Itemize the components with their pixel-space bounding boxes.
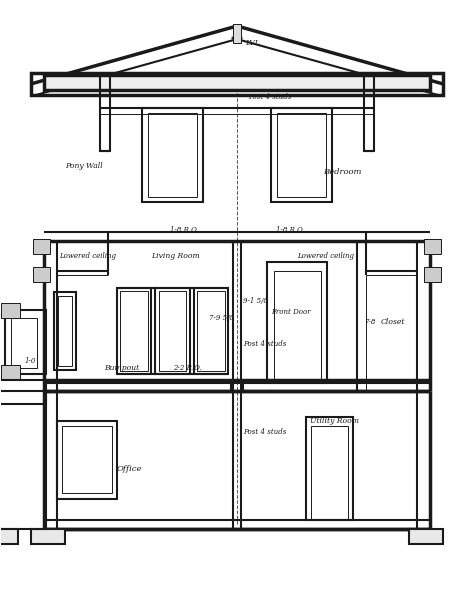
Text: Post 4 studs: Post 4 studs — [244, 340, 287, 348]
Text: Bumpout: Bumpout — [104, 363, 139, 372]
Bar — [276, 112, 327, 197]
Text: Lowered ceiling: Lowered ceiling — [59, 252, 116, 260]
Bar — [33, 267, 50, 282]
Text: Closet: Closet — [381, 319, 405, 326]
Bar — [233, 24, 241, 43]
Bar — [424, 239, 441, 254]
Bar — [55, 292, 76, 370]
Text: Bedroom: Bedroom — [323, 168, 362, 176]
Bar — [120, 292, 147, 370]
Bar — [409, 529, 443, 544]
Text: Living Room: Living Room — [151, 252, 200, 260]
Text: Post 4 studs: Post 4 studs — [248, 93, 291, 101]
Bar — [306, 417, 353, 520]
Bar — [0, 303, 20, 318]
Bar — [31, 529, 65, 544]
Text: Utility Room: Utility Room — [310, 417, 359, 425]
Text: Post 4 studs: Post 4 studs — [244, 428, 287, 436]
Bar — [58, 296, 73, 366]
Text: 1-8 R.O.: 1-8 R.O. — [171, 226, 199, 234]
Bar — [31, 73, 443, 95]
Bar — [0, 380, 46, 404]
Bar — [159, 292, 186, 370]
Text: Lowered ceiling: Lowered ceiling — [297, 252, 354, 260]
Bar — [0, 365, 20, 380]
Text: 9-1 5/8: 9-1 5/8 — [244, 297, 268, 305]
Text: 7-9 5/8: 7-9 5/8 — [209, 314, 234, 322]
Bar — [272, 108, 331, 202]
Bar — [11, 318, 37, 368]
Bar — [56, 421, 117, 498]
Text: 1-0: 1-0 — [24, 357, 36, 365]
Text: 2-2 R.O.: 2-2 R.O. — [173, 363, 201, 372]
Bar — [147, 112, 198, 197]
Bar — [0, 391, 46, 529]
Text: 7-8: 7-8 — [364, 319, 375, 326]
Bar — [267, 262, 327, 383]
Text: LVL: LVL — [246, 39, 261, 47]
Bar — [143, 108, 202, 202]
Bar — [194, 288, 228, 374]
Bar — [33, 239, 50, 254]
Bar — [0, 529, 18, 544]
Bar — [155, 288, 190, 374]
Text: 1-8 R.O.: 1-8 R.O. — [276, 226, 304, 234]
Bar — [424, 267, 441, 282]
Bar — [44, 75, 430, 91]
Bar — [198, 292, 225, 370]
Bar — [273, 271, 321, 383]
Text: Front Door: Front Door — [272, 307, 311, 316]
Text: Office: Office — [117, 465, 142, 472]
Text: Pony Wall: Pony Wall — [65, 161, 103, 170]
Bar — [364, 75, 374, 151]
Bar — [311, 425, 348, 520]
Bar — [117, 288, 151, 374]
Bar — [5, 310, 46, 374]
Bar — [100, 75, 110, 151]
Bar — [62, 426, 111, 494]
